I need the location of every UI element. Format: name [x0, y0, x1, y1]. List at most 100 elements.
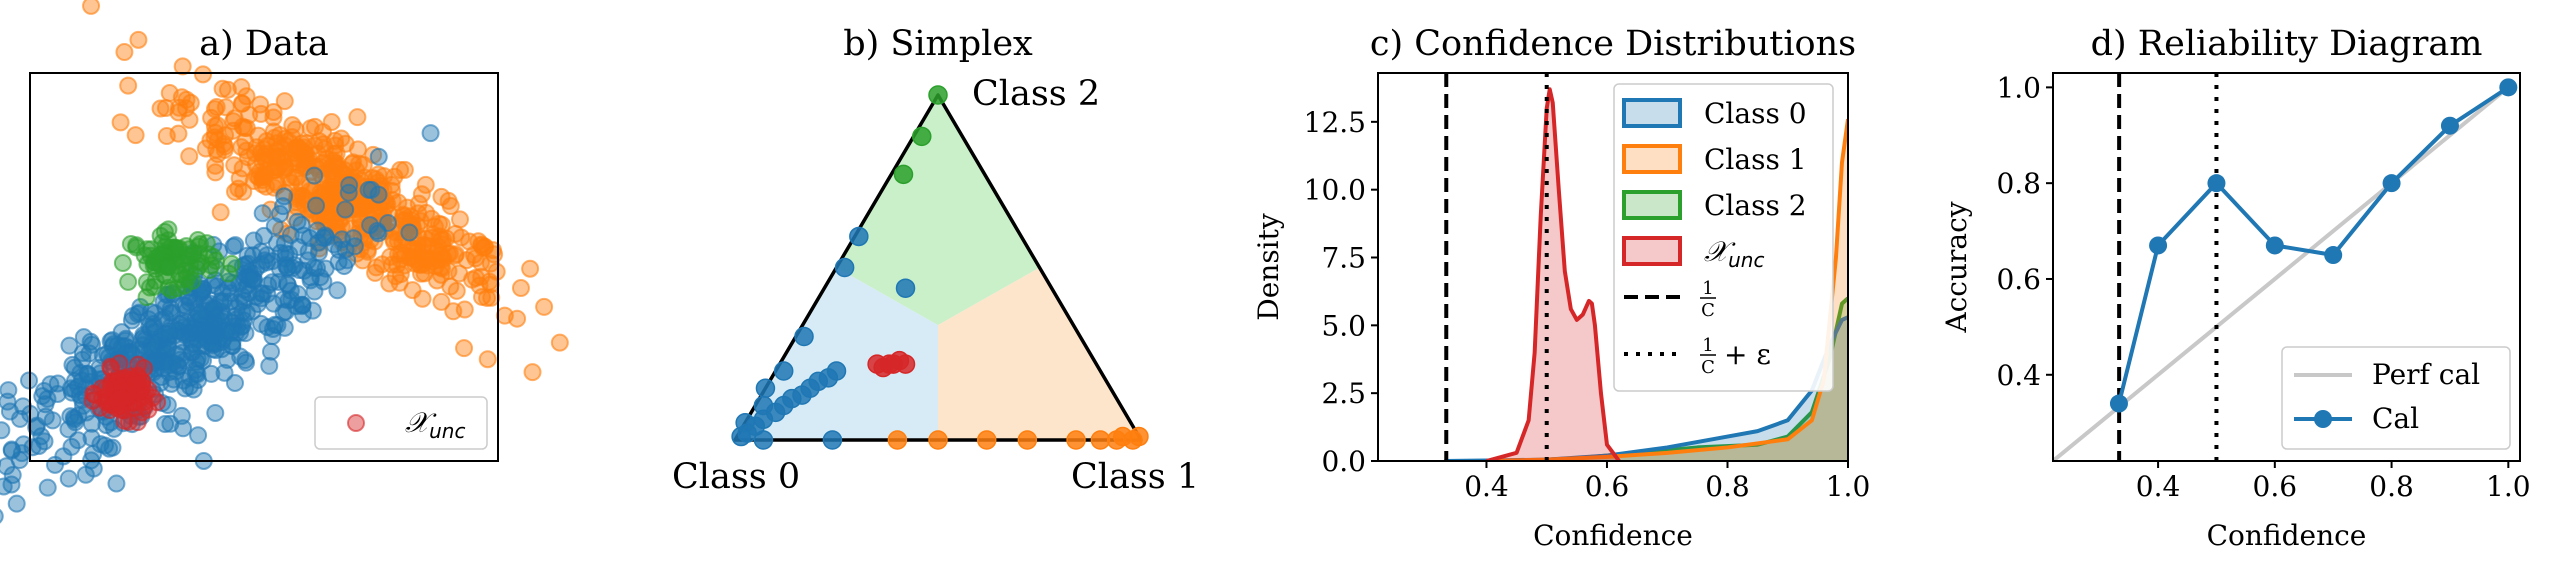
- data-point: [244, 231, 263, 250]
- legend-swatch: [1622, 190, 1682, 220]
- data-point: [119, 76, 138, 95]
- data-point: [260, 356, 279, 375]
- simplex-point: [887, 430, 908, 450]
- data-point: [511, 279, 530, 298]
- data-point: [222, 254, 241, 273]
- data-point: [140, 278, 159, 297]
- data-point: [151, 99, 170, 118]
- simplex-point: [753, 395, 774, 416]
- data-point: [144, 256, 163, 275]
- panel-b-title: b) Simplex: [843, 24, 1033, 64]
- legend-label-inv-c-eps-den: C: [1701, 357, 1715, 378]
- vertex-label-class-2: Class 2: [972, 74, 1100, 114]
- data-point: [214, 292, 233, 311]
- simplex-point: [826, 361, 847, 381]
- simplex-point: [928, 430, 948, 450]
- vertex-label-class-0: Class 0: [672, 457, 800, 497]
- data-point: [180, 110, 199, 129]
- data-point: [206, 163, 225, 182]
- data-point: [303, 301, 322, 320]
- y-tick-label: 0.6: [1996, 263, 2041, 296]
- data-point: [233, 303, 252, 322]
- data-point: [207, 309, 226, 328]
- legend-label-inv-c-eps-eps: + ε: [1724, 338, 1771, 371]
- simplex-point: [895, 278, 916, 298]
- density-line-1: [1486, 118, 1848, 461]
- data-point: [293, 295, 312, 314]
- y-tick-label: 0.0: [1321, 445, 1366, 478]
- data-point: [421, 124, 440, 143]
- data-point: [253, 204, 272, 223]
- data-point: [206, 403, 225, 422]
- data-point: [550, 333, 569, 352]
- calibration-point: [2382, 174, 2401, 193]
- simplex-point: [895, 354, 916, 374]
- data-point: [167, 345, 186, 364]
- data-point: [413, 289, 432, 308]
- legend-swatch: [1622, 98, 1682, 128]
- calibration-point: [2109, 394, 2128, 413]
- legend-swatch: [1622, 144, 1682, 174]
- data-point: [128, 413, 147, 432]
- data-point: [158, 396, 177, 415]
- data-point: [460, 232, 479, 251]
- data-point: [78, 364, 97, 383]
- data-point: [124, 376, 143, 395]
- data-point: [84, 444, 103, 463]
- data-point: [2, 440, 21, 459]
- data-point: [430, 214, 449, 233]
- data-point: [348, 140, 367, 159]
- panel-a-points: [0, 0, 569, 524]
- data-point: [0, 421, 11, 440]
- data-point: [200, 326, 219, 345]
- data-point: [111, 113, 130, 132]
- data-point: [110, 354, 129, 373]
- data-point: [115, 43, 134, 62]
- data-point: [225, 373, 244, 392]
- data-point: [262, 148, 281, 167]
- panel-d-plot: [2053, 73, 2518, 461]
- data-point: [278, 258, 297, 277]
- y-tick-label: 2.5: [1321, 377, 1366, 410]
- region-class-1: [938, 267, 1141, 440]
- data-point: [253, 168, 272, 187]
- simplex-point: [976, 430, 997, 450]
- data-point: [412, 185, 431, 204]
- data-point: [433, 259, 452, 278]
- x-tick-label: 0.6: [2253, 470, 2298, 503]
- simplex-point: [893, 164, 914, 185]
- panel-b-simplex: b) Simplex Class 0 Class 1 Class 2: [672, 24, 1199, 497]
- x-axis-label: Confidence: [2207, 519, 2367, 552]
- data-point: [369, 147, 388, 166]
- data-point: [311, 187, 330, 206]
- calibration-line: [2117, 85, 2510, 404]
- data-point: [478, 350, 497, 369]
- simplex-point: [735, 413, 755, 433]
- data-point: [270, 204, 289, 223]
- legend-label-inv-c-den: C: [1701, 300, 1715, 321]
- data-point: [254, 226, 273, 245]
- data-point: [245, 144, 264, 163]
- panel-c-frame: [1377, 72, 1849, 462]
- y-axis-label: Accuracy: [1940, 201, 1973, 333]
- data-point: [417, 236, 436, 255]
- data-point: [417, 203, 436, 222]
- panel-d-reliability-diagram: d) Reliability Diagram 0.4 0.6 0.8 1.0 0.4 0.6…: [1940, 24, 2531, 552]
- data-point: [80, 344, 99, 363]
- data-point: [237, 119, 256, 138]
- data-point: [305, 166, 324, 185]
- data-point: [307, 196, 326, 215]
- data-point: [138, 240, 157, 259]
- region-class-2: [836, 95, 1040, 325]
- legend-label: Perf cal: [2372, 358, 2480, 391]
- y-tick-label: 0.8: [1996, 167, 2041, 200]
- simplex-point: [928, 85, 948, 105]
- data-point: [69, 431, 88, 450]
- data-point: [126, 126, 145, 145]
- data-point: [0, 402, 19, 421]
- data-point: [455, 339, 474, 358]
- data-point: [204, 299, 223, 318]
- y-tick-label: 7.5: [1321, 242, 1366, 275]
- data-point: [162, 281, 181, 300]
- data-point: [252, 104, 271, 123]
